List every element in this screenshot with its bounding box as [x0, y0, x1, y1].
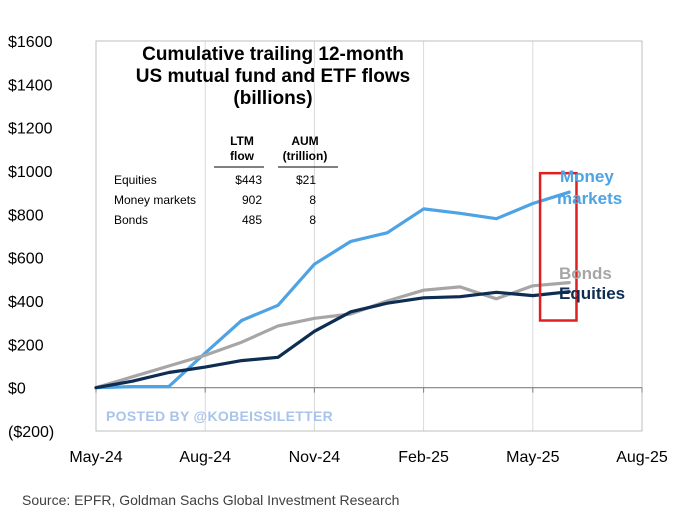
highlight-box — [538, 171, 578, 322]
x-tick-label: Aug-25 — [616, 449, 668, 466]
x-tick-label: May-24 — [69, 449, 122, 466]
labels: May-24 Aug-24 Nov-24 Feb-25 May-25 Aug-25 $160… — [8, 34, 668, 466]
table-row-label: Money markets — [114, 193, 197, 207]
y-tick-label: $600 — [8, 251, 44, 268]
table-header-ltm: LTM flow — [222, 134, 262, 164]
series-label: Equities — [559, 284, 625, 303]
y-tick-label: ($200) — [8, 424, 54, 441]
series-label: Money — [560, 167, 614, 186]
table-row-equities: Equities — [114, 173, 157, 188]
y-tick-label: $400 — [8, 294, 44, 311]
table-row-label: Equities — [114, 173, 157, 187]
series-line-money-markets — [94, 190, 571, 390]
series-line-equities — [94, 290, 571, 390]
table-cell-flow: 485 — [241, 213, 262, 227]
table-header-aum-line1: AUM — [291, 134, 319, 148]
y-tick-label: $1400 — [8, 77, 53, 94]
axes — [95, 40, 643, 432]
table-header-aum-line2: (trillion) — [282, 149, 328, 163]
y-tick-label: $1600 — [8, 34, 53, 51]
y-tick-label: $200 — [8, 337, 44, 354]
x-tick-label: May-25 — [506, 449, 559, 466]
table-cell-aum: $21 — [295, 173, 316, 187]
title-line-3: (billions) — [233, 88, 313, 109]
y-tick-label: $1200 — [8, 121, 53, 138]
title-line-1: Cumulative trailing 12-month — [142, 44, 404, 65]
plot-frame — [95, 40, 643, 432]
table-cell-flow: $443 — [235, 173, 262, 187]
y-tick-label: $800 — [8, 207, 44, 224]
table-header-rule — [214, 166, 338, 168]
title-line-2: US mutual fund and ETF flows — [135, 66, 411, 87]
table-row-label: Bonds — [114, 213, 149, 227]
table-header-aum: AUM (trillion) — [272, 134, 338, 164]
series-line-bonds — [94, 281, 571, 390]
y-tick-label: $0 — [8, 381, 26, 398]
table-header-ltm-line2: flow — [230, 149, 254, 163]
x-tick-label: Aug-24 — [179, 449, 231, 466]
table-row-money-markets: Money markets — [114, 193, 196, 208]
watermark: POSTED BY @KOBEISSILETTER — [106, 408, 334, 424]
table-row-bonds: Bonds — [114, 213, 148, 228]
table-cell-aum: 8 — [309, 193, 316, 207]
table-header-ltm-line1: LTM — [230, 134, 254, 148]
table-cell-flow: 902 — [241, 193, 262, 207]
y-tick-label: $1000 — [8, 164, 53, 181]
table-cell-aum: 8 — [309, 213, 316, 227]
series-lines — [94, 171, 578, 390]
source-note: Source: EPFR, Goldman Sachs Global Inves… — [22, 492, 400, 508]
x-tick-label: Feb-25 — [398, 449, 449, 466]
chart-title: Cumulative trailing 12-month US mutual f… — [108, 44, 438, 110]
series-label: markets — [557, 189, 622, 208]
x-tick-label: Nov-24 — [289, 449, 341, 466]
series-label: Bonds — [559, 264, 612, 283]
